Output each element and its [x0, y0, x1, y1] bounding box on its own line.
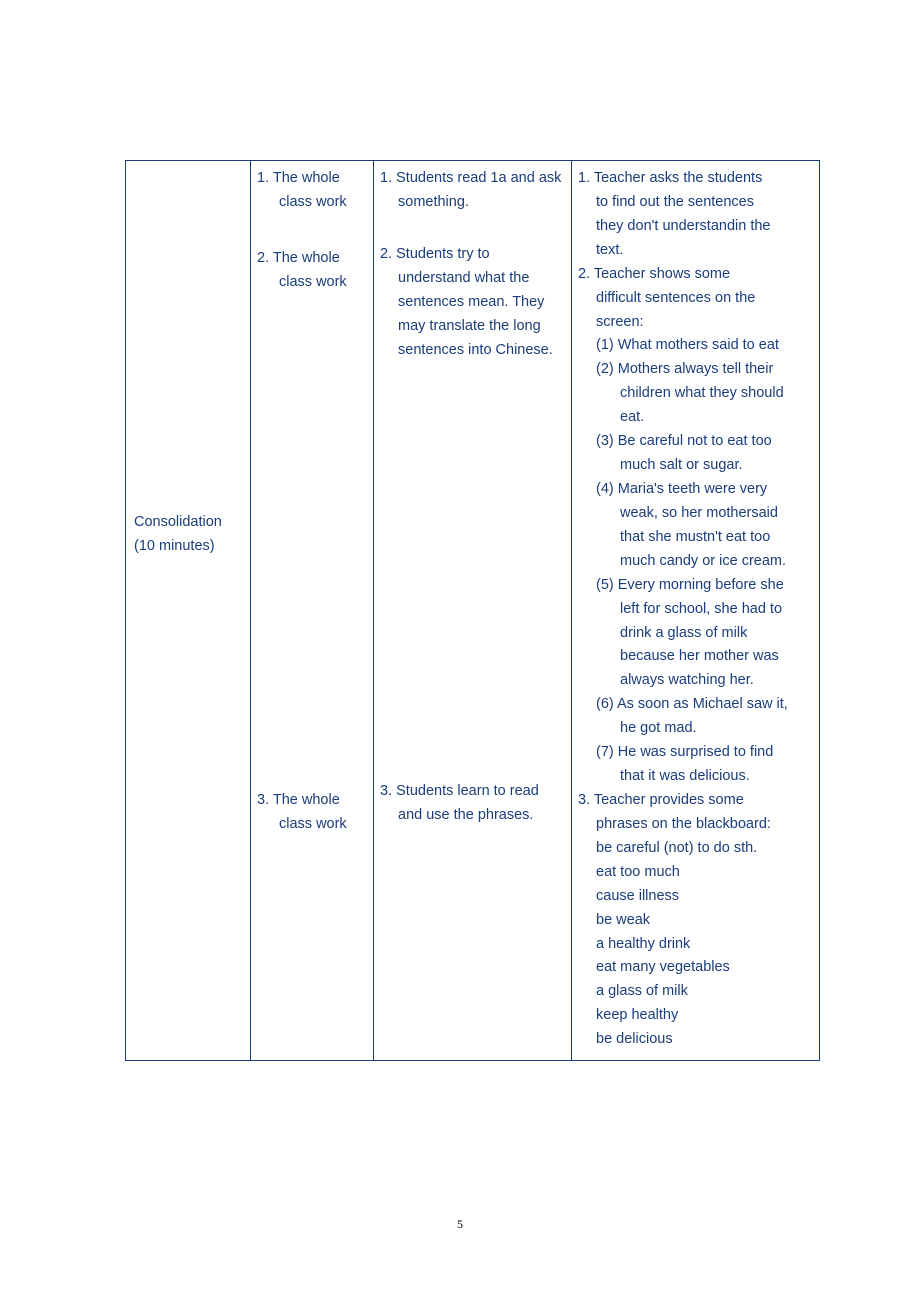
mode-line: class work — [257, 813, 367, 837]
text-line: children what they should — [578, 382, 813, 406]
mode-item: 2. The whole class work — [257, 247, 367, 295]
text-line: to find out the sentences — [578, 191, 813, 215]
text-line: a healthy drink — [578, 933, 813, 957]
text-line: eat many vegetables — [578, 956, 813, 980]
text-line: that it was delicious. — [578, 765, 813, 789]
text-line: may translate the long — [380, 315, 565, 339]
text-line: much candy or ice cream. — [578, 550, 813, 574]
text-line: keep healthy — [578, 1004, 813, 1028]
spacer — [380, 215, 565, 229]
text-line: 3. Students learn to read — [380, 780, 565, 804]
text-line: weak, so her mothersaid — [578, 502, 813, 526]
mode-line: 1. The whole — [257, 167, 367, 191]
text-line: 3. Teacher provides some — [578, 789, 813, 813]
text-line: (2) Mothers always tell their — [578, 358, 813, 382]
text-line: a glass of milk — [578, 980, 813, 1004]
mode-line: 2. The whole — [257, 247, 367, 271]
text-line: he got mad. — [578, 717, 813, 741]
mode-line: class work — [257, 271, 367, 295]
stage-cell: Consolidation (10 minutes) — [126, 161, 251, 1061]
text-line: they don't understandin the — [578, 215, 813, 239]
text-line: (4) Maria's teeth were very — [578, 478, 813, 502]
text-line: (5) Every morning before she — [578, 574, 813, 598]
text-line: 2. Students try to — [380, 243, 565, 267]
spacer — [257, 219, 367, 233]
text-line: eat too much — [578, 861, 813, 885]
student-activity: 1. Students read 1a and ask something. — [380, 167, 565, 215]
page-number: 5 — [0, 1217, 920, 1232]
text-line: left for school, she had to — [578, 598, 813, 622]
text-line: sentences mean. They — [380, 291, 565, 315]
text-line: (3) Be careful not to eat too — [578, 430, 813, 454]
teacher-activity: 1. Teacher asks the students to find out… — [578, 167, 813, 263]
text-line: phrases on the blackboard: — [578, 813, 813, 837]
text-line: understand what the — [380, 267, 565, 291]
text-line: text. — [578, 239, 813, 263]
text-line: be weak — [578, 909, 813, 933]
teacher-activity: 2. Teacher shows some difficult sentence… — [578, 263, 813, 789]
table-row: Consolidation (10 minutes) 1. The whole … — [126, 161, 820, 1061]
text-line: screen: — [578, 311, 813, 335]
mode-line: 3. The whole — [257, 789, 367, 813]
text-line: 1. Teacher asks the students — [578, 167, 813, 191]
student-cell: 1. Students read 1a and ask something. 2… — [374, 161, 572, 1061]
text-line: be careful (not) to do sth. — [578, 837, 813, 861]
mode-item: 1. The whole class work — [257, 167, 367, 215]
mode-line: class work — [257, 191, 367, 215]
stage-title: Consolidation — [134, 511, 244, 535]
spacer — [380, 362, 565, 780]
student-activity: 2. Students try to understand what the s… — [380, 243, 565, 363]
text-line: and use the phrases. — [380, 804, 565, 828]
text-line: sentences into Chinese. — [380, 339, 565, 363]
text-line: (7) He was surprised to find — [578, 741, 813, 765]
student-activity: 3. Students learn to read and use the ph… — [380, 780, 565, 828]
text-line: be delicious — [578, 1028, 813, 1052]
spacer — [257, 233, 367, 247]
mode-cell: 1. The whole class work 2. The whole cla… — [251, 161, 374, 1061]
document-page: Consolidation (10 minutes) 1. The whole … — [0, 0, 920, 1302]
text-line: eat. — [578, 406, 813, 430]
text-line: much salt or sugar. — [578, 454, 813, 478]
text-line: 1. Students read 1a and ask — [380, 167, 565, 191]
text-line: difficult sentences on the — [578, 287, 813, 311]
teacher-cell: 1. Teacher asks the students to find out… — [572, 161, 820, 1061]
text-line: drink a glass of milk — [578, 622, 813, 646]
text-line: (1) What mothers said to eat — [578, 334, 813, 358]
spacer — [257, 299, 367, 789]
teacher-activity: 3. Teacher provides some phrases on the … — [578, 789, 813, 1052]
text-line: always watching her. — [578, 669, 813, 693]
stage-duration: (10 minutes) — [134, 535, 244, 559]
text-line: 2. Teacher shows some — [578, 263, 813, 287]
text-line: (6) As soon as Michael saw it, — [578, 693, 813, 717]
text-line: something. — [380, 191, 565, 215]
text-line: that she mustn't eat too — [578, 526, 813, 550]
text-line: because her mother was — [578, 645, 813, 669]
text-line: cause illness — [578, 885, 813, 909]
spacer — [380, 229, 565, 243]
lesson-plan-table: Consolidation (10 minutes) 1. The whole … — [125, 160, 820, 1061]
mode-item: 3. The whole class work — [257, 789, 367, 837]
